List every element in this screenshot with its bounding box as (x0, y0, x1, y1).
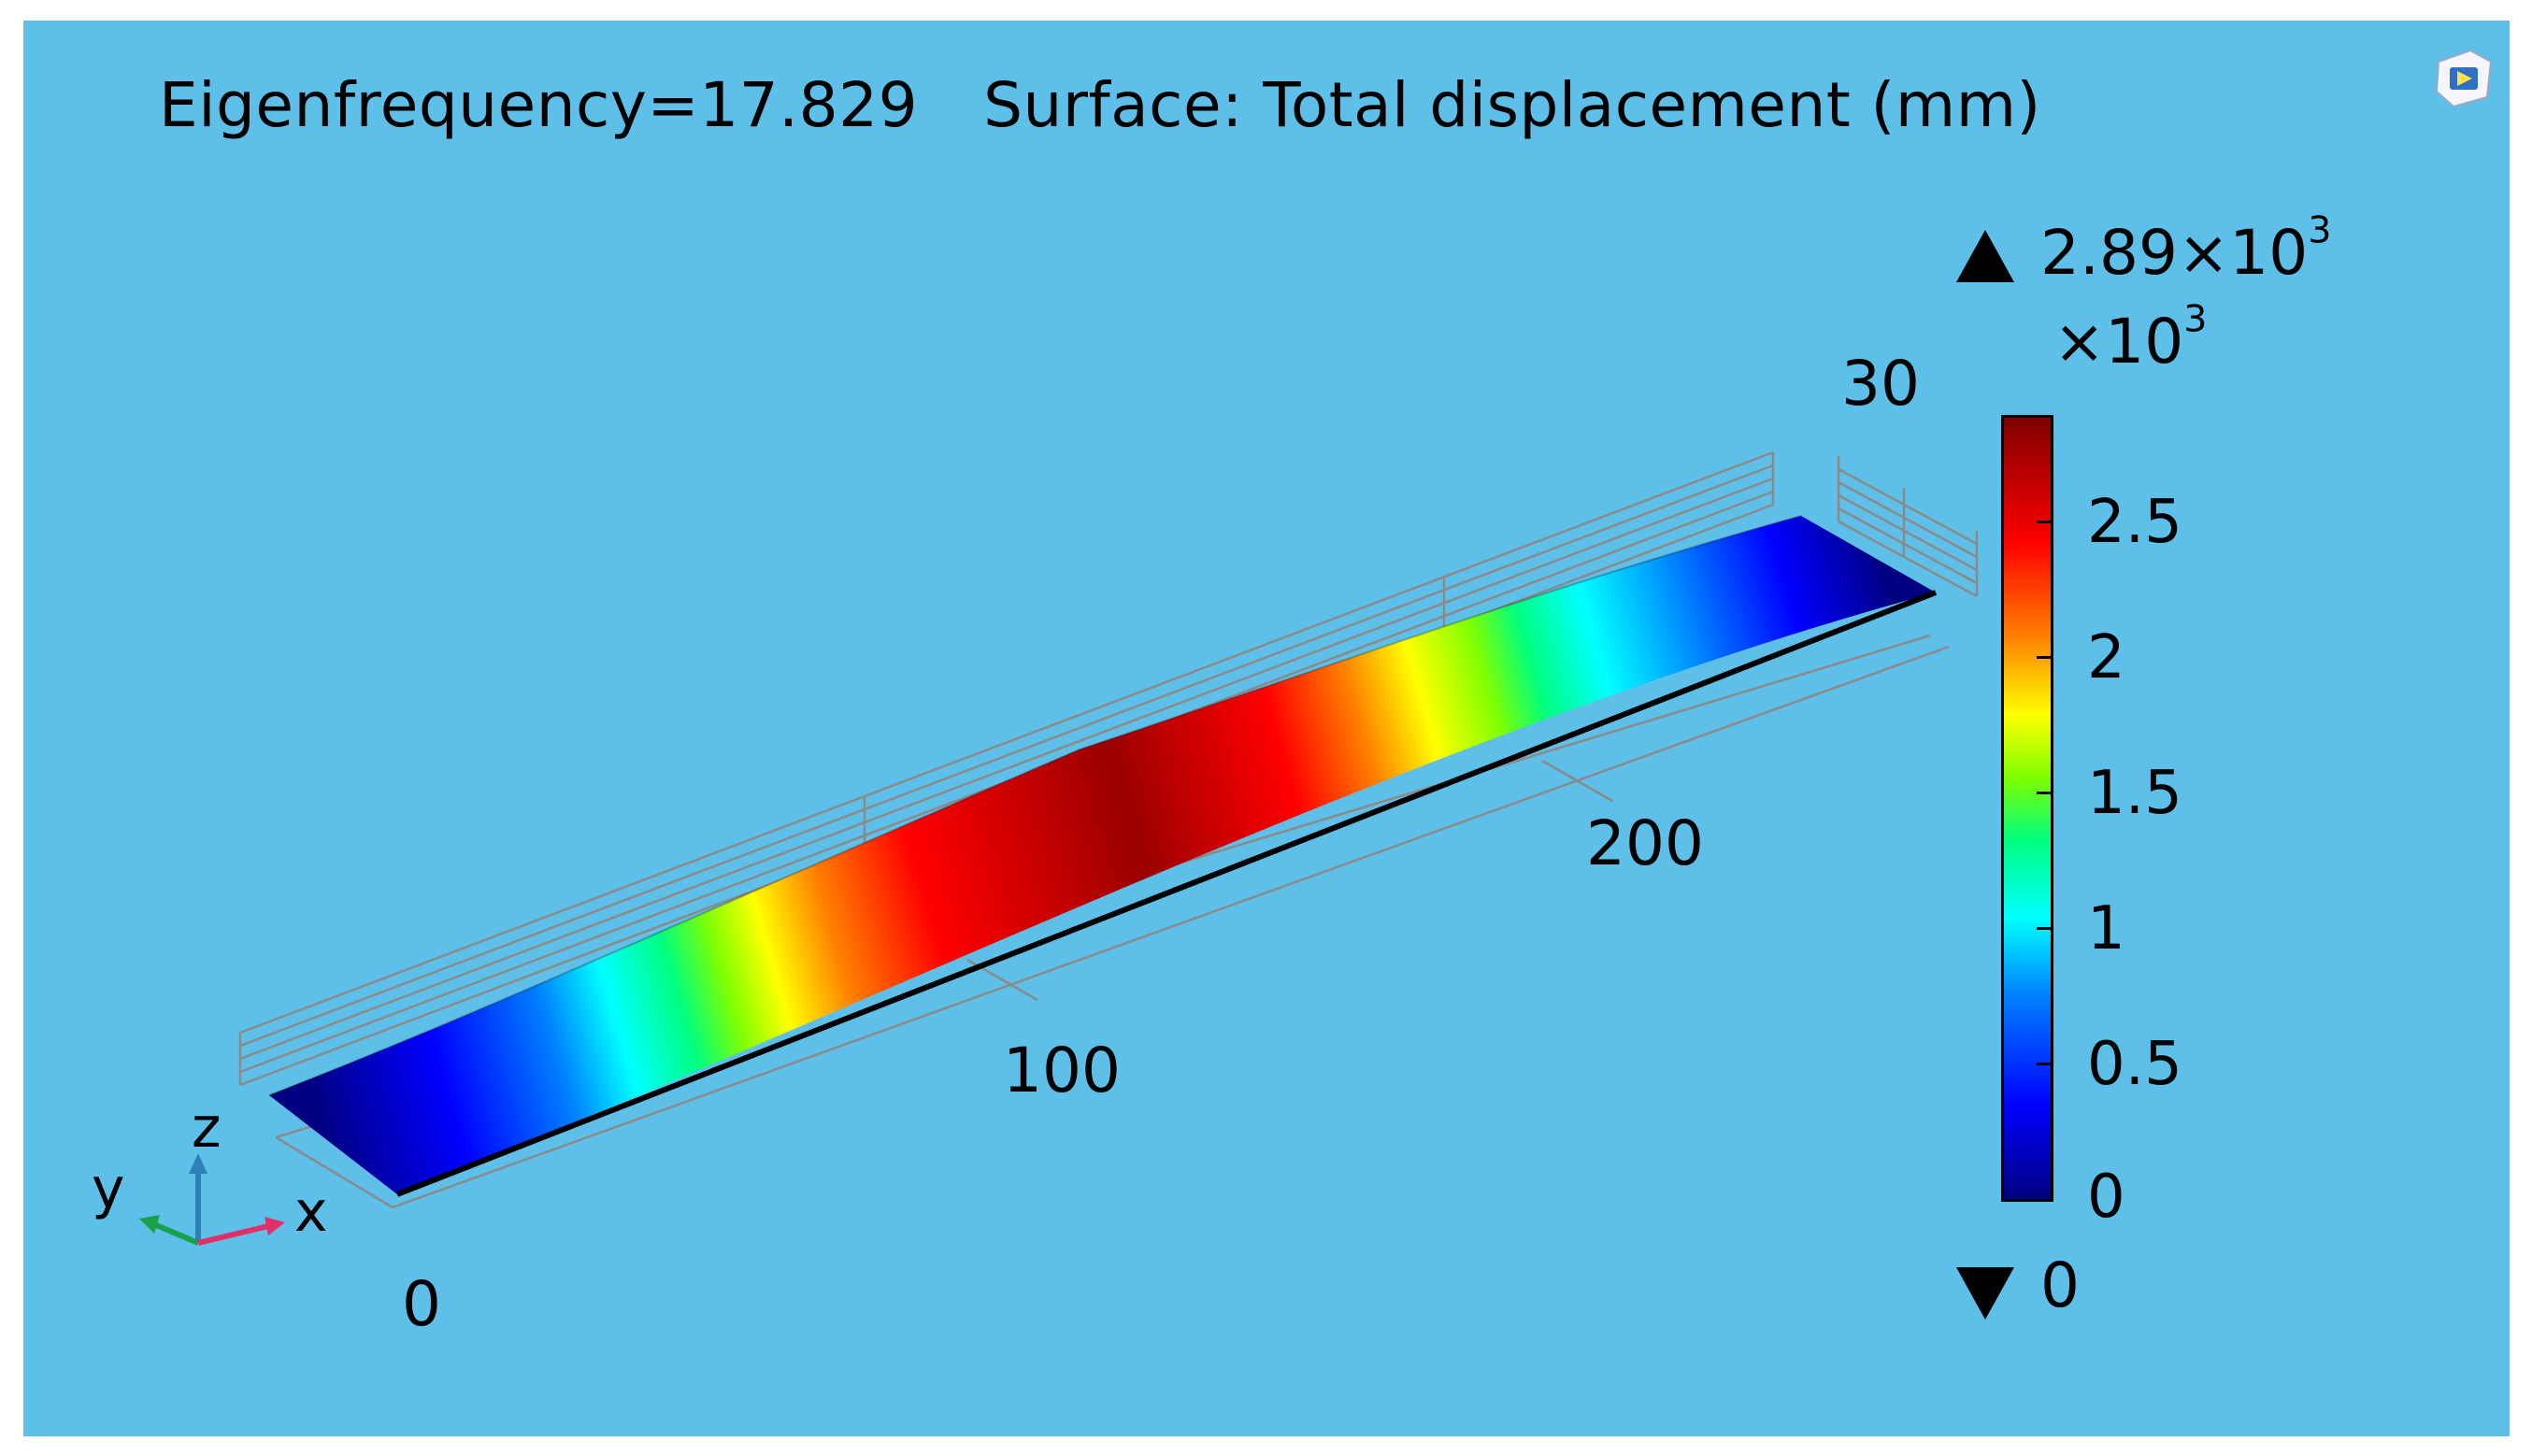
triad-z-label: z (192, 1095, 222, 1161)
axis-triad (139, 1153, 285, 1246)
side-frame-lines (1837, 456, 1979, 598)
beam-edge (395, 590, 1938, 1197)
x-tick-100: 100 (1003, 1035, 1121, 1106)
colorbar-tick: 2 (2087, 623, 2125, 692)
comsol-logo-icon[interactable] (2431, 45, 2496, 110)
beam-scene (139, 450, 1979, 1246)
back-frame-lines (238, 450, 1775, 1087)
plot-title: Eigenfrequency=17.829 Surface: Total disp… (159, 69, 2041, 141)
graphics-viewport[interactable]: Eigenfrequency=17.829 Surface: Total disp… (23, 21, 2510, 1436)
y-axis-arrow-icon (139, 1215, 160, 1234)
triangle-down-icon (1956, 1267, 2014, 1320)
triad-y-label: y (92, 1156, 125, 1221)
colorbar-tick: 2.5 (2087, 488, 2182, 557)
y-tick-30: 30 (1841, 348, 1920, 420)
beam-surface (269, 516, 1936, 1194)
colorbar-tick: 1 (2087, 894, 2125, 964)
eigenfrequency-label: Eigenfrequency=17.829 (159, 69, 919, 141)
x-tick-200: 200 (1586, 807, 1704, 879)
x-tick-0: 0 (402, 1268, 441, 1340)
surface-label: Surface: Total displacement (mm) (983, 69, 2041, 141)
colorbar-tick: 0.5 (2087, 1030, 2182, 1099)
colorbar-multiplier: ×103 (2053, 297, 2208, 378)
colorbar-tick: 1.5 (2087, 759, 2182, 828)
x-axis-arrow-icon (265, 1217, 285, 1235)
colorbar (2001, 415, 2053, 1202)
colorbar-tick: 0 (2087, 1163, 2125, 1232)
triad-x-label: x (294, 1179, 328, 1245)
triangle-up-icon (1956, 230, 2014, 282)
z-axis-arrow-icon (189, 1153, 207, 1174)
